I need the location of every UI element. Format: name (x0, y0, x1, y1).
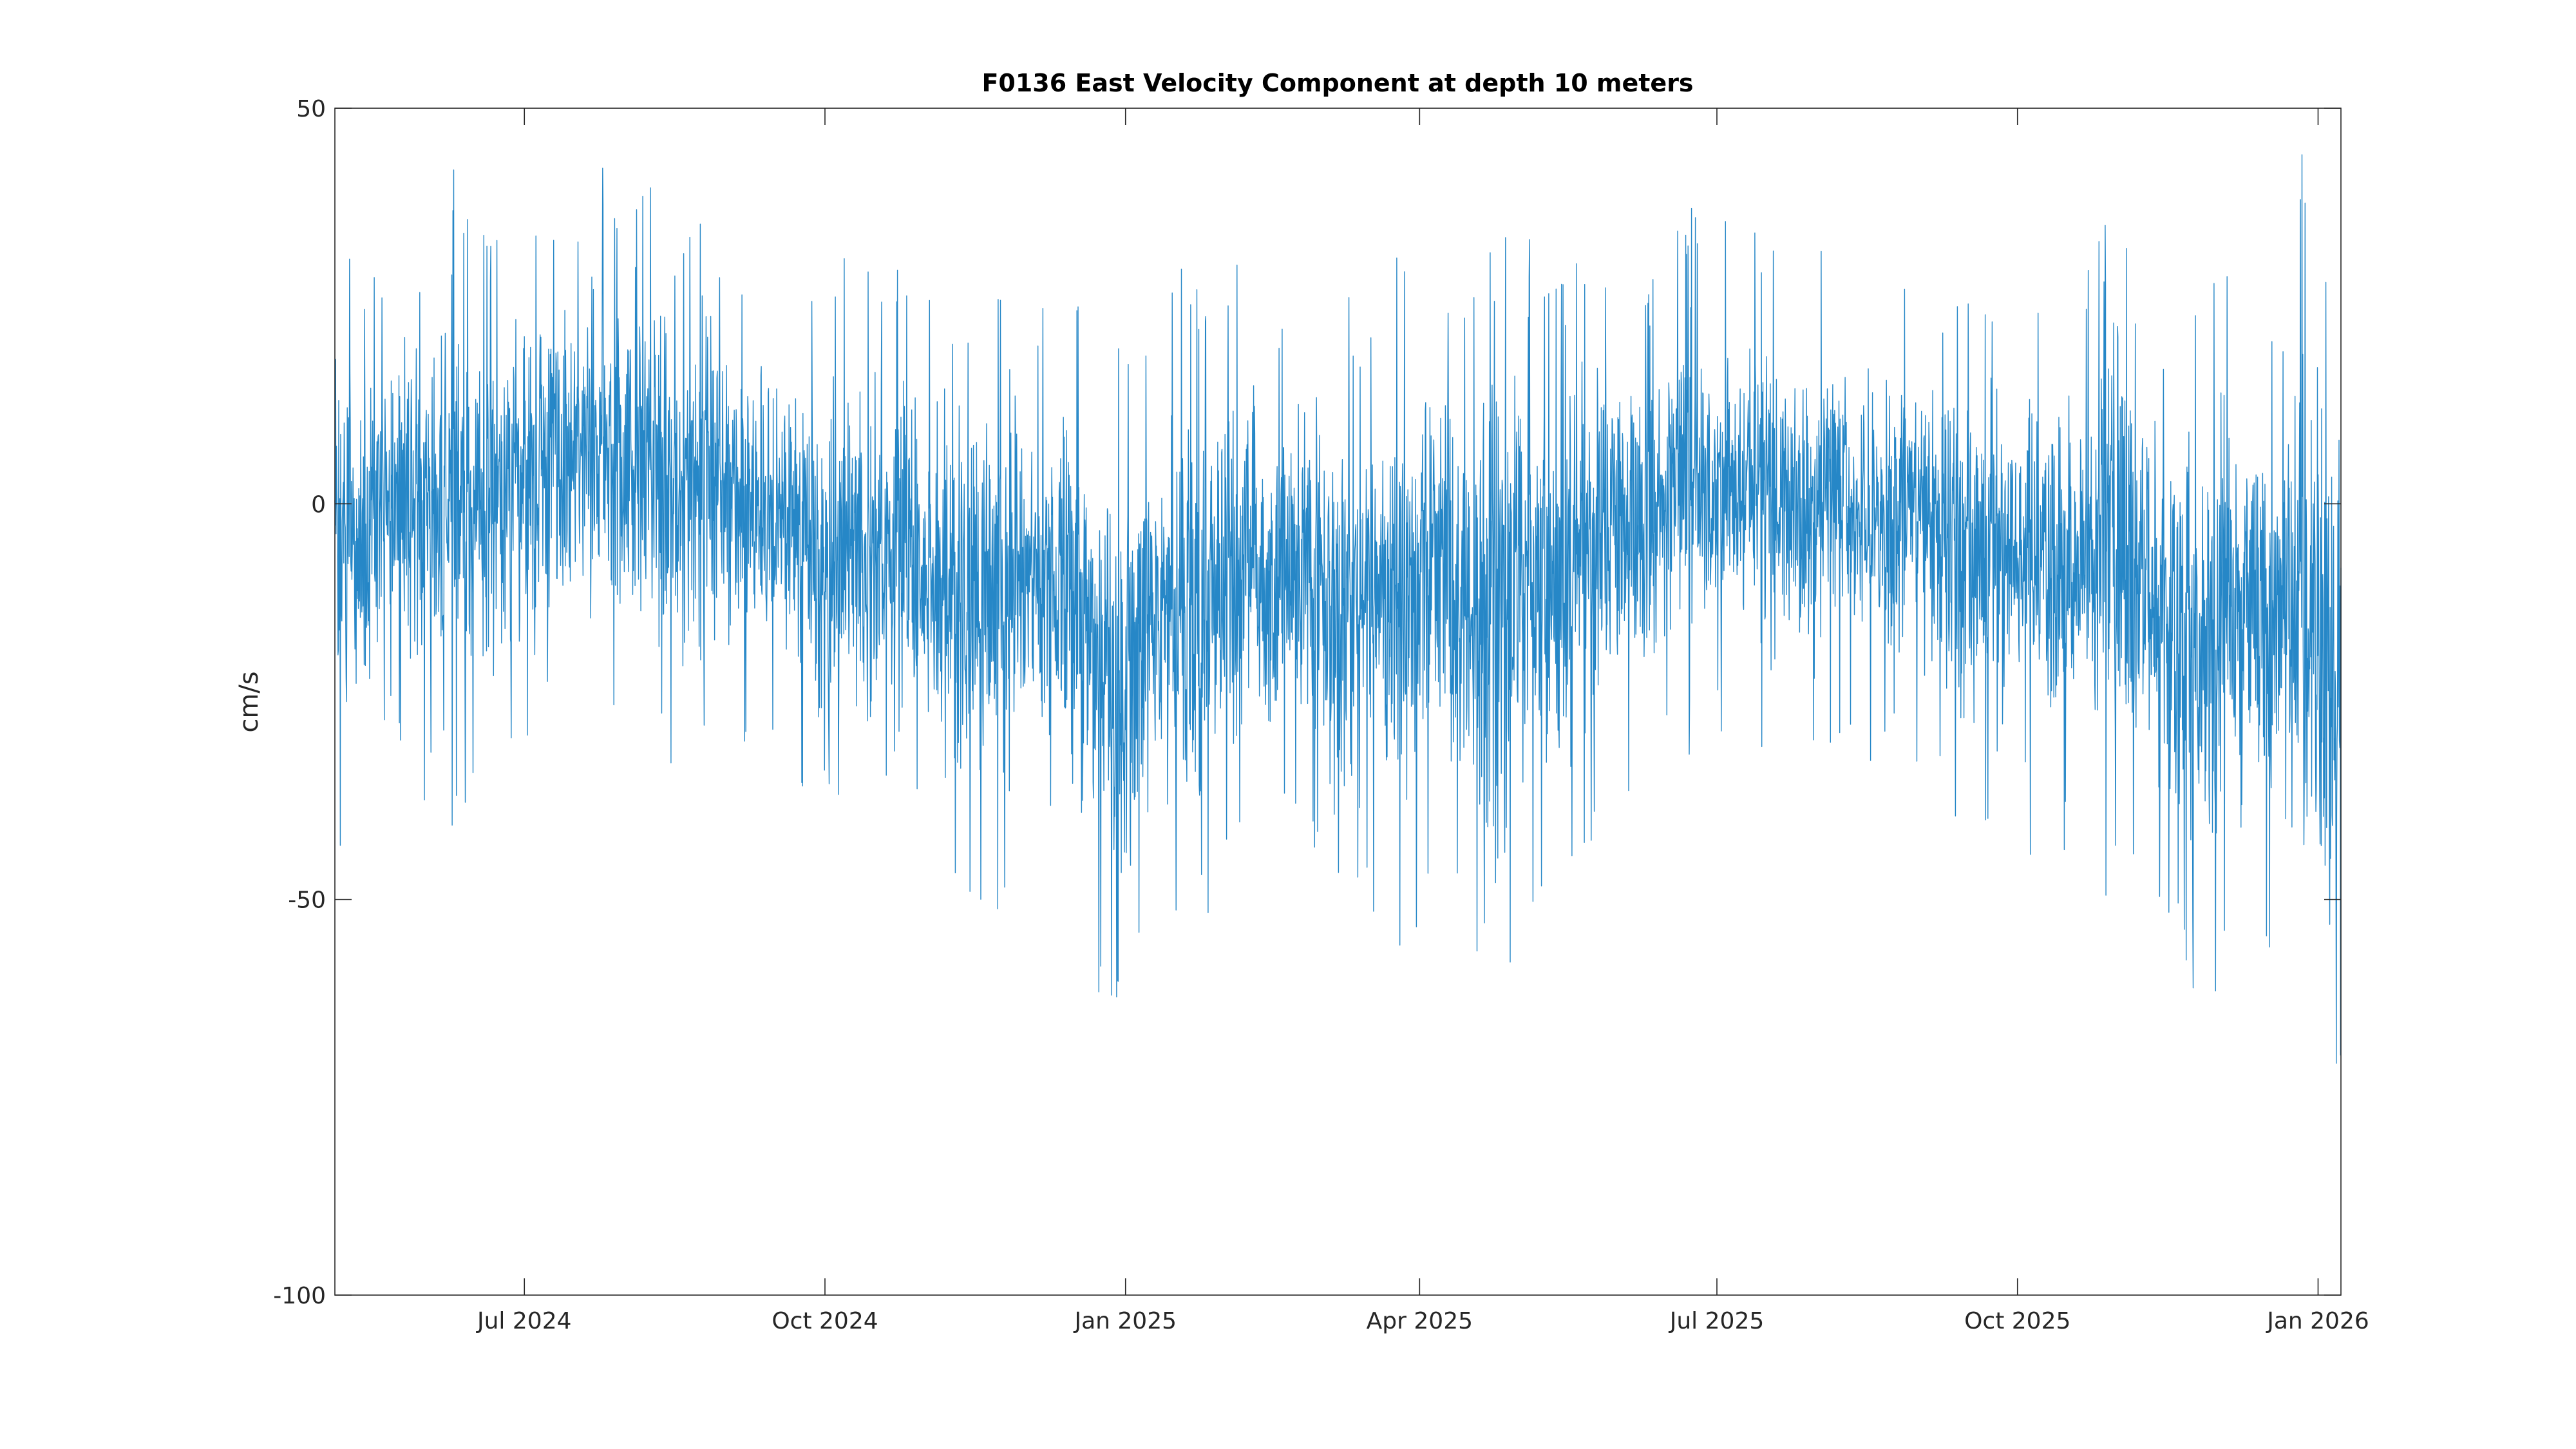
plot-frame (334, 108, 2342, 1296)
y-axis-label: cm/s (234, 671, 264, 732)
x-tick-label: Oct 2025 (1964, 1308, 2070, 1334)
x-tick-label: Jan 2025 (1073, 1308, 1177, 1334)
y-tick-label: 0 (311, 491, 326, 518)
chart-title: F0136 East Velocity Component at depth 1… (981, 69, 1693, 97)
series-layer (334, 154, 2342, 1064)
y-tick-label: -50 (288, 887, 326, 914)
x-tick-label: Jul 2025 (1669, 1308, 1765, 1334)
x-tick-label: Jul 2024 (476, 1308, 572, 1334)
y-tick-label: 50 (296, 96, 326, 122)
x-axis: Jul 2024 Oct 2024 Jan 2025 Apr 2025 Jul 2025… (476, 108, 2369, 1334)
y-tick-label: -100 (273, 1283, 326, 1309)
x-tick-label: Apr 2025 (1367, 1308, 1473, 1334)
x-tick-label: Oct 2024 (772, 1308, 878, 1334)
y-axis: 50 0 -50 -100 (273, 96, 2341, 1309)
series-line (334, 154, 2342, 1064)
x-tick-label: Jan 2026 (2266, 1308, 2369, 1334)
